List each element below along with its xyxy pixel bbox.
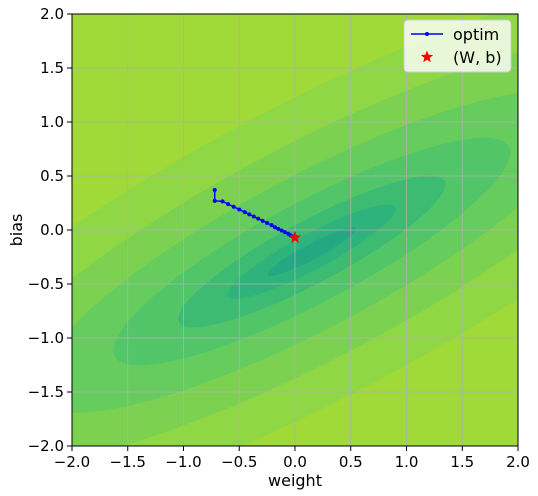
x-tick-label: 1.5 [450,453,474,471]
contour-level-0 [267,227,357,277]
legend-optim-label: optim [453,25,499,44]
legend-star-marker [420,50,434,63]
optim-point [242,210,247,215]
optim-point [265,220,270,225]
x-axis-ticks: −2.0 −1.5 −1.0 −0.5 0.0 0.5 1.0 1.5 2.0 [54,446,530,471]
x-tick-label: 0.5 [339,453,363,471]
y-tick-label: −1.5 [28,383,64,401]
x-tick-label: −1.5 [110,453,146,471]
y-tick-label: 2.0 [40,5,64,23]
optim-point [279,228,284,233]
optim-point [272,225,277,230]
legend-optim-marker [425,32,429,36]
y-tick-label: −1.0 [28,329,64,347]
optim-point [212,188,217,193]
legend-wb-label: (W, b) [453,48,502,67]
optim-point [212,198,217,203]
optim-point [269,223,274,228]
optim-point [220,199,225,204]
y-tick-label: −0.5 [28,275,64,293]
optim-point [260,218,265,223]
legend: optim (W, b) [403,19,512,73]
optim-point [247,212,252,217]
x-tick-label: 0.0 [283,453,307,471]
legend-box [403,19,512,73]
y-tick-label: 0.5 [40,167,64,185]
y-tick-label: −2.0 [28,437,64,455]
x-tick-label: −0.5 [221,453,257,471]
series-layer [212,188,302,243]
wb-star-point [288,231,302,243]
optim-point [276,226,281,231]
y-tick-label: 1.5 [40,59,64,77]
y-axis-ticks: 2.0 1.5 1.0 0.5 0.0 −0.5 −1.0 −1.5 −2.0 [28,5,72,455]
optim-point [251,214,256,219]
x-tick-label: −2.0 [54,453,90,471]
optim-point [282,230,287,235]
optim-point [256,216,261,221]
x-tick-label: 2.0 [506,453,530,471]
y-tick-label: 1.0 [40,113,64,131]
y-axis-label: bias [7,214,26,247]
y-tick-label: 0.0 [40,221,64,239]
optim-point [231,204,236,209]
x-axis-label: weight [268,471,322,490]
x-tick-label: 1.0 [395,453,419,471]
x-tick-label: −1.0 [165,453,201,471]
optim-point [237,207,242,212]
optim-point [226,202,231,207]
